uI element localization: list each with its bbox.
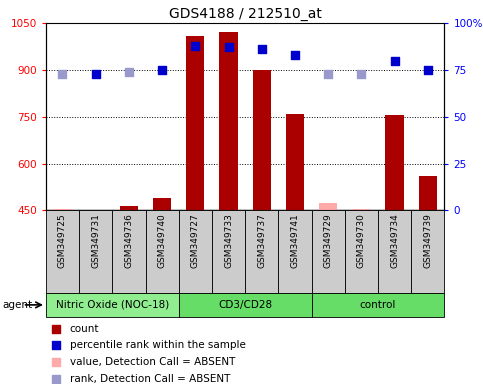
Bar [153,198,171,210]
Text: GSM349733: GSM349733 [224,213,233,268]
Point [324,71,332,77]
Bar [286,114,304,210]
Text: GSM349739: GSM349739 [423,213,432,268]
Bar [319,203,337,210]
Point [258,46,266,52]
Point [52,359,60,365]
Text: CD3/CD28: CD3/CD28 [218,300,272,310]
Bar [145,210,179,293]
Text: GSM349731: GSM349731 [91,213,100,268]
Text: GSM349734: GSM349734 [390,213,399,268]
Bar [385,115,404,210]
Bar [212,210,245,293]
Text: GSM349736: GSM349736 [125,213,133,268]
Text: GSM349737: GSM349737 [257,213,266,268]
Text: GSM349741: GSM349741 [290,213,299,268]
Bar [46,210,79,293]
Text: GSM349730: GSM349730 [357,213,366,268]
Bar [179,210,212,293]
Bar [378,210,411,293]
Bar [46,293,179,317]
Text: value, Detection Call = ABSENT: value, Detection Call = ABSENT [70,357,235,367]
Point [52,342,60,348]
Text: percentile rank within the sample: percentile rank within the sample [70,340,246,350]
Bar [179,293,312,317]
Point [58,71,66,77]
Point [158,67,166,73]
Bar [120,206,138,210]
Text: GSM349725: GSM349725 [58,213,67,268]
Bar [253,70,271,210]
Bar [312,293,444,317]
Text: GSM349729: GSM349729 [324,213,333,268]
Point [291,52,299,58]
Bar [245,210,278,293]
Text: GSM349740: GSM349740 [157,213,167,268]
Text: rank, Detection Call = ABSENT: rank, Detection Call = ABSENT [70,374,230,384]
Text: Nitric Oxide (NOC-18): Nitric Oxide (NOC-18) [56,300,169,310]
Text: GSM349727: GSM349727 [191,213,200,268]
Bar [419,176,437,210]
Bar [411,210,444,293]
Point [52,376,60,382]
Point [92,71,99,77]
Point [225,44,232,50]
Point [191,43,199,49]
Text: control: control [360,300,396,310]
Point [391,58,398,64]
Title: GDS4188 / 212510_at: GDS4188 / 212510_at [169,7,322,21]
Bar [219,32,238,210]
Point [357,71,365,77]
Bar [79,210,112,293]
Bar [186,36,204,210]
Bar [278,210,312,293]
Bar [53,209,71,210]
Text: agent: agent [2,300,32,310]
Bar [345,210,378,293]
Point [125,69,133,75]
Point [52,326,60,332]
Bar [112,210,145,293]
Point [424,67,432,73]
Bar [312,210,345,293]
Text: count: count [70,324,99,334]
